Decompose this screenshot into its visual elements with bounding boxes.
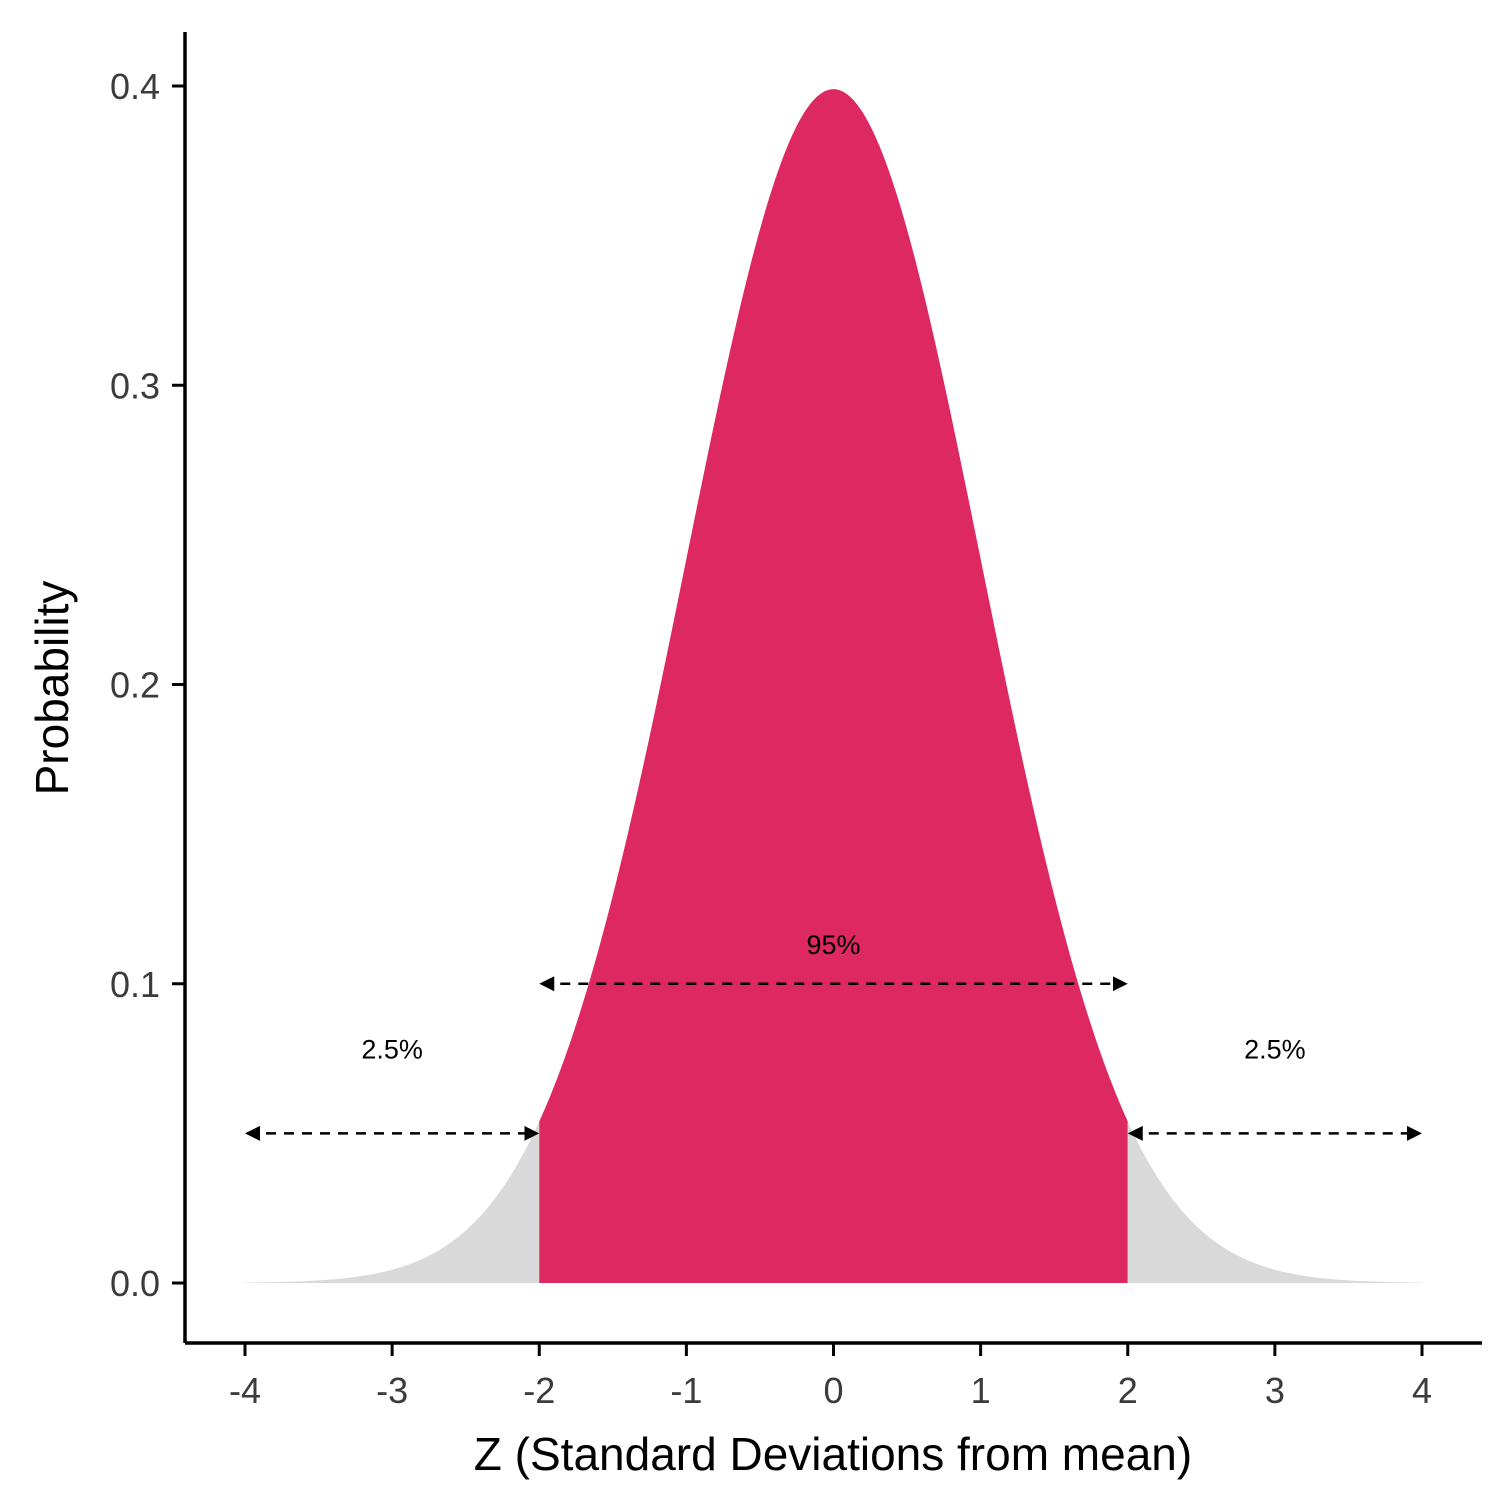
annotation-label-0: 2.5% [361,1035,423,1065]
y-tick-label: 0.3 [110,365,160,406]
x-tick-label: 2 [1118,1370,1138,1411]
x-tick-label: -2 [523,1370,555,1411]
region-1 [539,89,1128,1283]
x-tick-label: 3 [1265,1370,1285,1411]
annotations: 2.5% 95% 2.5% [245,930,1422,1141]
y-tick-label: 0.0 [110,1263,160,1304]
x-tick-label: -3 [376,1370,408,1411]
region-0 [245,1121,540,1283]
x-axis-ticks: -4 -3 -2 -1 0 1 2 3 4 [229,1343,1432,1411]
x-tick-label: -1 [670,1370,702,1411]
y-tick-label: 0.2 [110,665,160,706]
y-tick-label: 0.1 [110,964,160,1005]
annotation-label-1: 95% [806,930,860,960]
region-2 [1127,1121,1422,1283]
x-tick-label: -4 [229,1370,261,1411]
y-axis-title: Probability [26,581,78,796]
shaded-areas [245,89,1422,1283]
y-axis-ticks: 0.0 0.1 0.2 0.3 0.4 [110,66,185,1304]
y-tick-label: 0.4 [110,66,160,107]
x-tick-label: 1 [971,1370,991,1411]
x-axis-title: Z (Standard Deviations from mean) [474,1428,1192,1480]
x-tick-label: 4 [1412,1370,1432,1411]
x-tick-label: 0 [823,1370,843,1411]
annotation-label-2: 2.5% [1244,1035,1306,1065]
